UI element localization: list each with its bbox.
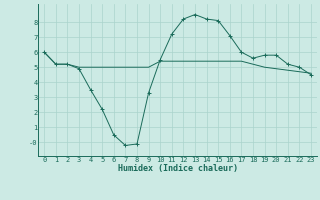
X-axis label: Humidex (Indice chaleur): Humidex (Indice chaleur) [118,164,238,173]
